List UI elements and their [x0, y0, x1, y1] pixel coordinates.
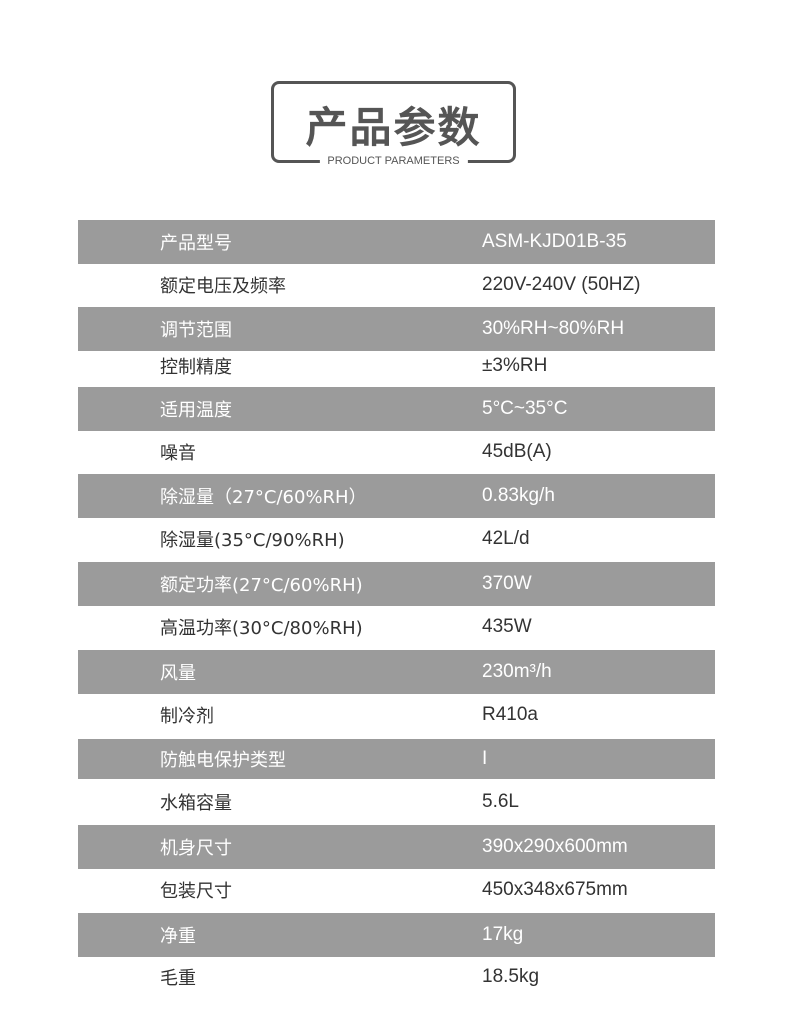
- param-label: 调节范围: [160, 320, 232, 341]
- param-value: 435W: [482, 616, 532, 637]
- table-row: 水箱容量 5.6L: [78, 779, 715, 825]
- table-row: 包装尺寸 450x348x675mm: [78, 868, 715, 912]
- param-label: 适用温度: [160, 400, 232, 421]
- param-label: 额定功率(27°C/60%RH): [160, 575, 363, 596]
- table-row: 噪音 45dB(A): [78, 430, 715, 474]
- param-value: 390x290x600mm: [482, 836, 628, 857]
- param-label: 高温功率(30°C/80%RH): [160, 618, 363, 639]
- param-label: 噪音: [160, 443, 196, 464]
- table-row: 产品型号 ASM-KJD01B-35: [78, 220, 715, 264]
- param-label: 除湿量（27°C/60%RH）: [160, 487, 367, 508]
- table-row: 适用温度 5°C~35°C: [78, 387, 715, 431]
- param-label: 毛重: [160, 968, 196, 989]
- param-value: 17kg: [482, 924, 524, 945]
- table-row: 除湿量（27°C/60%RH） 0.83kg/h: [78, 474, 715, 518]
- param-value: 5.6L: [482, 791, 519, 812]
- param-value: 220V-240V (50HZ): [482, 274, 641, 295]
- param-value: 450x348x675mm: [482, 879, 628, 900]
- param-value: 18.5kg: [482, 966, 540, 987]
- table-row: 除湿量(35°C/90%RH) 42L/d: [78, 517, 715, 561]
- param-label: 额定电压及频率: [160, 276, 286, 297]
- param-value: ASM-KJD01B-35: [482, 231, 627, 252]
- param-label: 控制精度: [160, 357, 232, 378]
- param-value: 370W: [482, 573, 532, 594]
- param-label: 防触电保护类型: [160, 750, 286, 771]
- param-value: 30%RH~80%RH: [482, 318, 625, 339]
- table-row: 控制精度 ±3%RH: [78, 344, 715, 388]
- table-row: 风量 230m³/h: [78, 650, 715, 694]
- table-row: 防触电保护类型 I: [78, 739, 715, 779]
- param-label: 制冷剂: [160, 706, 214, 727]
- param-value: R410a: [482, 704, 538, 725]
- table-row: 净重 17kg: [78, 913, 715, 957]
- table-row: 毛重 18.5kg: [78, 955, 715, 999]
- section-title-box: 产品参数 PRODUCT PARAMETERS: [271, 81, 516, 167]
- param-value: ±3%RH: [482, 355, 548, 376]
- param-value: 42L/d: [482, 528, 530, 549]
- table-row: 高温功率(30°C/80%RH) 435W: [78, 605, 715, 649]
- param-value: 5°C~35°C: [482, 398, 568, 419]
- param-label: 产品型号: [160, 233, 232, 254]
- table-row: 额定功率(27°C/60%RH) 370W: [78, 562, 715, 606]
- param-label: 除湿量(35°C/90%RH): [160, 530, 345, 551]
- param-value: 0.83kg/h: [482, 485, 555, 506]
- param-label: 风量: [160, 663, 196, 684]
- param-label: 机身尺寸: [160, 838, 232, 859]
- table-row: 调节范围 30%RH~80%RH: [78, 307, 715, 351]
- table-row: 制冷剂 R410a: [78, 693, 715, 737]
- param-label: 水箱容量: [160, 793, 232, 814]
- param-value: 230m³/h: [482, 661, 552, 682]
- param-label: 净重: [160, 926, 196, 947]
- table-row: 额定电压及频率 220V-240V (50HZ): [78, 263, 715, 307]
- table-row: 机身尺寸 390x290x600mm: [78, 825, 715, 869]
- param-value: I: [482, 748, 488, 769]
- param-value: 45dB(A): [482, 441, 552, 462]
- param-label: 包装尺寸: [160, 881, 232, 902]
- page-title: 产品参数: [305, 103, 482, 152]
- page-subtitle: PRODUCT PARAMETERS: [319, 155, 468, 167]
